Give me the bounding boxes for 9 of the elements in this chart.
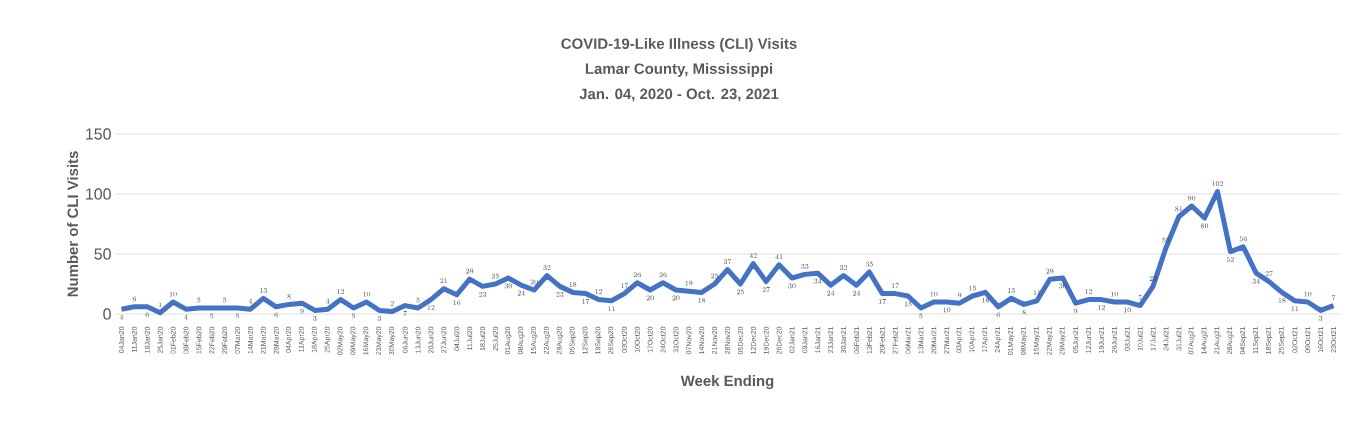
y-tick-label: 50 [94,248,111,260]
y-tick-label: 150 [86,128,111,140]
text: Jan. 04, 2020 - Oct. 23, 2021 [579,88,779,102]
y-axis-title: Number of CLI Visits [67,151,79,297]
y-tick-label: 0 [103,308,111,320]
chart-subtitle: Lamar County, Mississippi [585,63,773,77]
y-tick-label: 100 [86,188,111,200]
x-axis-title: Week Ending [680,375,774,390]
chart-title: COVID-19-Like Illness (CLI) Visits [561,38,797,52]
